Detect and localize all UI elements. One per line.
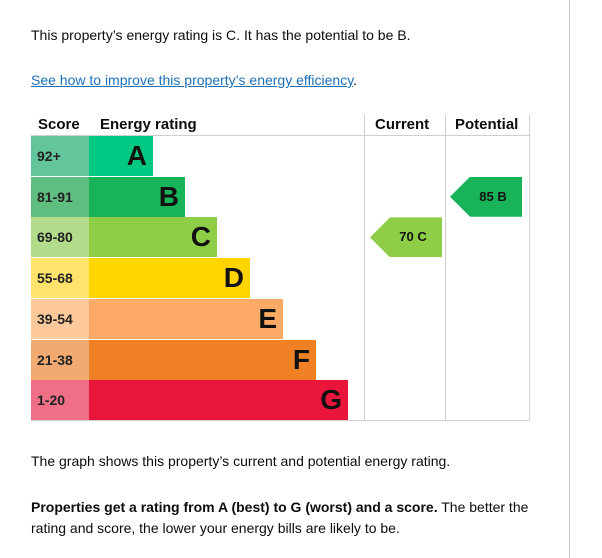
link-suffix: . <box>353 72 358 88</box>
ratings-bold: Properties get a rating from A (best) to… <box>31 499 438 515</box>
band-score: 81-91 <box>31 176 89 217</box>
band-row-g: 1-20 G <box>31 380 364 421</box>
improve-efficiency-link[interactable]: See how to improve this property’s energ… <box>31 72 354 88</box>
column-divider <box>445 115 446 420</box>
band-letter: D <box>223 262 244 294</box>
band-letter: E <box>258 302 277 334</box>
header-potential: Potential <box>455 116 519 133</box>
ratings-rest: The better the rating and score, the low… <box>31 499 529 536</box>
column-divider <box>529 115 530 420</box>
band-score: 21-38 <box>31 339 89 380</box>
table-header <box>31 115 530 136</box>
band-bar: A <box>89 136 153 176</box>
band-score: 39-54 <box>31 298 89 339</box>
band-row-f: 21-38 F <box>31 339 364 380</box>
potential-rating-arrow: 85 B <box>450 176 522 217</box>
page-divider <box>569 0 570 558</box>
ratings-explanation: Properties get a rating from A (best) to… <box>31 497 541 539</box>
band-score: 1-20 <box>31 380 89 421</box>
current-rating-arrow: 70 C <box>370 217 442 258</box>
table-bottom-border <box>31 420 530 421</box>
band-letter: B <box>158 180 179 212</box>
header-score: Score <box>38 116 80 133</box>
header-current: Current <box>375 116 430 133</box>
band-row-e: 39-54 E <box>31 298 364 339</box>
band-row-c: 69-80 C <box>31 217 364 258</box>
band-row-b: 81-91 B <box>31 176 364 217</box>
band-letter: C <box>190 221 211 253</box>
band-bar: F <box>89 339 316 380</box>
header-energy-rating: Energy rating <box>100 116 197 133</box>
band-bar: C <box>89 217 217 258</box>
band-bar: G <box>89 380 348 421</box>
band-letter: A <box>126 140 147 171</box>
band-score: 69-80 <box>31 217 89 258</box>
column-divider <box>364 115 365 420</box>
band-letter: G <box>320 384 342 416</box>
energy-rating-table: Score Energy rating Current Potential 92… <box>31 115 530 421</box>
band-bar: D <box>89 258 250 299</box>
band-bar: B <box>89 176 185 217</box>
band-row-a: 92+ A <box>31 136 364 176</box>
intro-text: This property’s energy rating is C. It h… <box>31 27 411 43</box>
graph-note: The graph shows this property’s current … <box>31 453 451 469</box>
band-letter: F <box>292 343 310 375</box>
improve-paragraph: See how to improve this property’s energ… <box>31 72 357 88</box>
band-score: 92+ <box>31 136 89 176</box>
band-bar: E <box>89 298 283 339</box>
band-row-d: 55-68 D <box>31 258 364 299</box>
band-score: 55-68 <box>31 258 89 299</box>
